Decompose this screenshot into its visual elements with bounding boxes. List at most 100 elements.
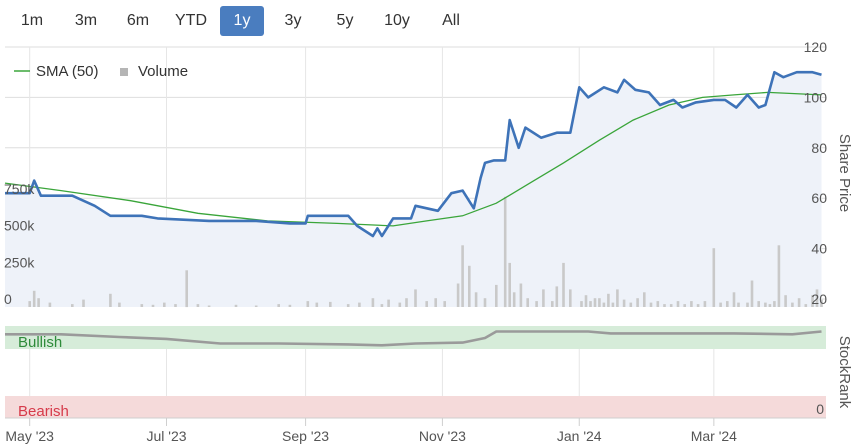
x-tick-label: Mar '24: [691, 428, 737, 444]
volume-bar: [443, 301, 446, 307]
volume-bar: [519, 283, 523, 307]
volume-bar: [757, 301, 760, 307]
volume-bar: [474, 292, 478, 307]
volume-bar: [185, 270, 188, 308]
volume-bar: [551, 301, 554, 307]
volume-bar: [425, 301, 428, 307]
range-button-3m[interactable]: 3m: [74, 12, 98, 29]
price-tick-label: 80: [811, 140, 827, 156]
volume-bar: [602, 302, 606, 307]
volume-bar: [569, 289, 572, 307]
legend-sma-label: SMA (50): [36, 63, 99, 80]
volume-bar: [28, 301, 31, 307]
price-tick-label: 40: [811, 241, 827, 257]
volume-tick-label: 500k: [4, 218, 35, 234]
volume-bar: [434, 298, 437, 307]
share-price-line: [5, 70, 822, 238]
volume-bar: [398, 302, 402, 307]
x-tick-label: Jan '24: [557, 428, 602, 444]
volume-bar: [288, 304, 292, 307]
volume-bar: [690, 301, 693, 307]
volume-bar: [174, 304, 177, 307]
volume-bar: [777, 245, 781, 307]
volume-bar: [535, 301, 538, 307]
range-button-5y[interactable]: 5y: [336, 12, 354, 29]
volume-bar: [629, 302, 633, 307]
volume-bar: [712, 248, 716, 307]
volume-bar: [607, 293, 610, 307]
legend-volume-label: Volume: [138, 63, 188, 80]
volume-bar: [656, 301, 660, 307]
volume-bar: [768, 304, 772, 307]
x-tick-label: Sep '23: [282, 428, 329, 444]
volume-tick-label: 0: [4, 291, 12, 307]
volume-bar: [726, 301, 729, 307]
volume-bar: [118, 302, 121, 307]
volume-bar: [329, 301, 332, 307]
volume-bar: [456, 283, 460, 307]
bearish-label: Bearish: [18, 403, 69, 420]
volume-bar: [746, 302, 749, 307]
volume-bar: [163, 302, 166, 307]
volume-bar: [622, 299, 626, 307]
range-selector: 1m 3m 6m YTD 1y 3y 5y 10y All: [0, 6, 540, 36]
price-tick-label: 120: [804, 39, 828, 55]
volume-bar: [683, 304, 686, 307]
volume-bar: [815, 289, 819, 307]
volume-bar: [508, 262, 511, 307]
volume-bar: [663, 304, 666, 307]
volume-bar: [643, 292, 646, 307]
volume-bar: [37, 298, 40, 307]
volume-bar: [784, 295, 787, 307]
volume-bar: [71, 304, 74, 307]
volume-bar: [414, 289, 417, 307]
volume-bar: [82, 299, 85, 307]
volume-bar: [611, 302, 615, 307]
volume-bar: [380, 304, 384, 307]
volume-bar: [461, 245, 464, 307]
volume-bar: [764, 302, 767, 307]
volume-bar: [512, 292, 516, 307]
volume-bar: [555, 286, 559, 307]
price-tick-label: 60: [811, 190, 827, 206]
volume-bar: [719, 302, 722, 307]
volume-bar: [234, 304, 238, 307]
volume-bar: [483, 298, 487, 307]
volume-bar: [495, 284, 498, 307]
volume-bar: [387, 299, 390, 307]
volume-bar: [405, 298, 408, 307]
volume-bar: [589, 301, 592, 307]
price-area-fill: [5, 72, 822, 307]
volume-bar: [804, 304, 808, 307]
volume-bar: [315, 302, 319, 307]
volume-bar: [750, 280, 754, 307]
range-button-1m[interactable]: 1m: [20, 12, 44, 29]
stockrank-axis-label: StockRank: [836, 336, 853, 409]
range-button-6m[interactable]: 6m: [126, 12, 150, 29]
x-tick-label: May '23: [5, 428, 54, 444]
volume-bar: [737, 302, 740, 307]
stockrank-line: [5, 330, 822, 347]
volume-bar: [791, 302, 794, 307]
price-tick-label: 20: [811, 291, 827, 307]
volume-bar: [584, 295, 588, 307]
volume-bar: [503, 196, 507, 308]
price-tick-label: 100: [804, 89, 828, 105]
range-button-10y[interactable]: 10y: [384, 12, 410, 29]
volume-bar: [358, 302, 361, 307]
x-tick-label: Nov '23: [419, 428, 466, 444]
volume-bar: [346, 304, 350, 307]
volume-bar: [811, 295, 814, 307]
volume-bar: [616, 289, 619, 307]
price-axis-label: Share Price: [836, 134, 853, 212]
range-button-1y[interactable]: 1y: [220, 6, 264, 36]
volume-bar: [48, 302, 52, 307]
volume-bar: [732, 292, 736, 307]
volume-bar: [820, 299, 823, 307]
range-button-all[interactable]: All: [442, 12, 460, 29]
range-button-ytd[interactable]: YTD: [175, 12, 207, 29]
volume-bar: [371, 298, 375, 307]
volume-bar: [593, 298, 597, 307]
volume-tick-label: 250k: [4, 254, 35, 270]
range-button-3y[interactable]: 3y: [284, 12, 302, 29]
